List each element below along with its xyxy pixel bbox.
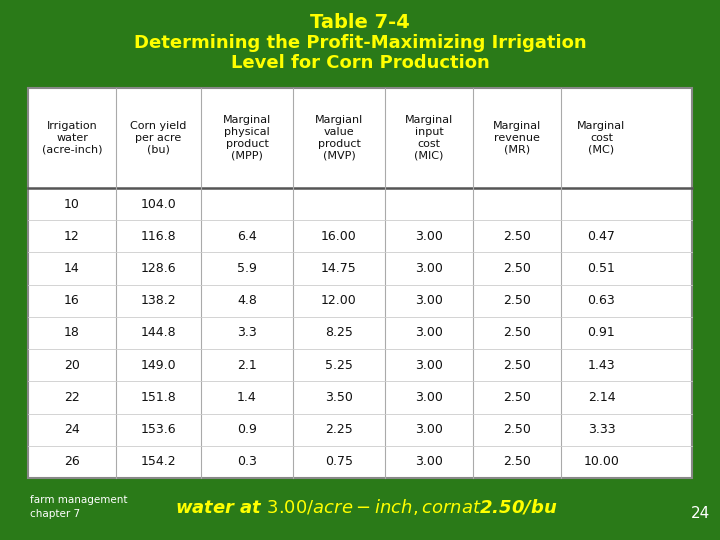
Text: 10.00: 10.00 bbox=[584, 455, 619, 468]
Text: (MR): (MR) bbox=[504, 145, 530, 155]
Text: 1.4: 1.4 bbox=[237, 391, 257, 404]
Text: physical: physical bbox=[224, 127, 270, 137]
Text: 10: 10 bbox=[64, 198, 80, 211]
Text: value: value bbox=[324, 127, 354, 137]
Text: 16: 16 bbox=[64, 294, 80, 307]
Text: 0.51: 0.51 bbox=[588, 262, 616, 275]
Text: Table 7-4: Table 7-4 bbox=[310, 12, 410, 31]
Text: 0.3: 0.3 bbox=[237, 455, 257, 468]
Text: 5.9: 5.9 bbox=[237, 262, 257, 275]
FancyBboxPatch shape bbox=[28, 88, 692, 478]
Text: 3.00: 3.00 bbox=[415, 455, 443, 468]
Text: 14: 14 bbox=[64, 262, 80, 275]
Text: 3.33: 3.33 bbox=[588, 423, 616, 436]
Text: water at $3.00/acre-inch, corn at $2.50/bu: water at $3.00/acre-inch, corn at $2.50/… bbox=[175, 497, 557, 517]
Text: 116.8: 116.8 bbox=[140, 230, 176, 243]
Text: water: water bbox=[56, 133, 88, 143]
Text: (MC): (MC) bbox=[588, 145, 615, 155]
Text: farm management: farm management bbox=[30, 495, 127, 505]
Text: 3.00: 3.00 bbox=[415, 327, 443, 340]
Text: Marginal: Marginal bbox=[493, 121, 541, 131]
Text: Level for Corn Production: Level for Corn Production bbox=[230, 54, 490, 72]
Text: 5.25: 5.25 bbox=[325, 359, 353, 372]
Text: 20: 20 bbox=[64, 359, 80, 372]
Text: Margianl: Margianl bbox=[315, 115, 363, 125]
Text: 3.00: 3.00 bbox=[415, 294, 443, 307]
Text: Corn yield: Corn yield bbox=[130, 121, 186, 131]
Text: Marginal: Marginal bbox=[577, 121, 626, 131]
Text: 3.00: 3.00 bbox=[415, 359, 443, 372]
Text: cost: cost bbox=[590, 133, 613, 143]
Text: 22: 22 bbox=[64, 391, 80, 404]
Text: 2.50: 2.50 bbox=[503, 423, 531, 436]
Text: 0.63: 0.63 bbox=[588, 294, 616, 307]
Text: 3.00: 3.00 bbox=[415, 391, 443, 404]
Text: 3.00: 3.00 bbox=[415, 262, 443, 275]
Text: 24: 24 bbox=[64, 423, 80, 436]
Text: 14.75: 14.75 bbox=[321, 262, 357, 275]
Text: 8.25: 8.25 bbox=[325, 327, 353, 340]
Text: 6.4: 6.4 bbox=[237, 230, 257, 243]
Text: 1.43: 1.43 bbox=[588, 359, 616, 372]
Text: 2.50: 2.50 bbox=[503, 262, 531, 275]
Text: 2.50: 2.50 bbox=[503, 294, 531, 307]
Text: (acre-inch): (acre-inch) bbox=[42, 145, 102, 155]
Text: Marginal: Marginal bbox=[405, 115, 453, 125]
Text: 2.25: 2.25 bbox=[325, 423, 353, 436]
Text: 3.00: 3.00 bbox=[415, 423, 443, 436]
Text: chapter 7: chapter 7 bbox=[30, 509, 80, 519]
Text: 104.0: 104.0 bbox=[140, 198, 176, 211]
Text: revenue: revenue bbox=[494, 133, 540, 143]
Text: 2.50: 2.50 bbox=[503, 455, 531, 468]
Text: 2.50: 2.50 bbox=[503, 230, 531, 243]
Text: (bu): (bu) bbox=[147, 145, 170, 155]
Text: 2.14: 2.14 bbox=[588, 391, 616, 404]
Text: 12.00: 12.00 bbox=[321, 294, 357, 307]
Text: 16.00: 16.00 bbox=[321, 230, 357, 243]
Text: (MIC): (MIC) bbox=[414, 151, 444, 161]
Text: Determining the Profit-Maximizing Irrigation: Determining the Profit-Maximizing Irriga… bbox=[134, 34, 586, 52]
Text: 2.50: 2.50 bbox=[503, 327, 531, 340]
Text: 128.6: 128.6 bbox=[140, 262, 176, 275]
Text: 2.50: 2.50 bbox=[503, 359, 531, 372]
Text: per acre: per acre bbox=[135, 133, 181, 143]
Text: 151.8: 151.8 bbox=[140, 391, 176, 404]
Text: 24: 24 bbox=[690, 507, 710, 522]
Text: 18: 18 bbox=[64, 327, 80, 340]
Text: input: input bbox=[415, 127, 444, 137]
Text: 3.3: 3.3 bbox=[237, 327, 257, 340]
Text: 2.50: 2.50 bbox=[503, 391, 531, 404]
Text: 0.47: 0.47 bbox=[588, 230, 616, 243]
Text: 144.8: 144.8 bbox=[140, 327, 176, 340]
Text: 0.91: 0.91 bbox=[588, 327, 616, 340]
Text: (MPP): (MPP) bbox=[231, 151, 263, 161]
Text: 26: 26 bbox=[64, 455, 80, 468]
Text: 4.8: 4.8 bbox=[237, 294, 257, 307]
Text: Marginal: Marginal bbox=[223, 115, 271, 125]
Text: (MVP): (MVP) bbox=[323, 151, 356, 161]
Text: 2.1: 2.1 bbox=[237, 359, 257, 372]
Text: 138.2: 138.2 bbox=[140, 294, 176, 307]
Text: 0.75: 0.75 bbox=[325, 455, 353, 468]
Text: product: product bbox=[225, 139, 269, 149]
Text: 0.9: 0.9 bbox=[237, 423, 257, 436]
Text: 153.6: 153.6 bbox=[140, 423, 176, 436]
Text: Irrigation: Irrigation bbox=[47, 121, 97, 131]
Text: 3.50: 3.50 bbox=[325, 391, 353, 404]
Text: 149.0: 149.0 bbox=[140, 359, 176, 372]
Text: 12: 12 bbox=[64, 230, 80, 243]
Text: 3.00: 3.00 bbox=[415, 230, 443, 243]
Text: cost: cost bbox=[418, 139, 441, 149]
Text: product: product bbox=[318, 139, 361, 149]
Text: 154.2: 154.2 bbox=[140, 455, 176, 468]
